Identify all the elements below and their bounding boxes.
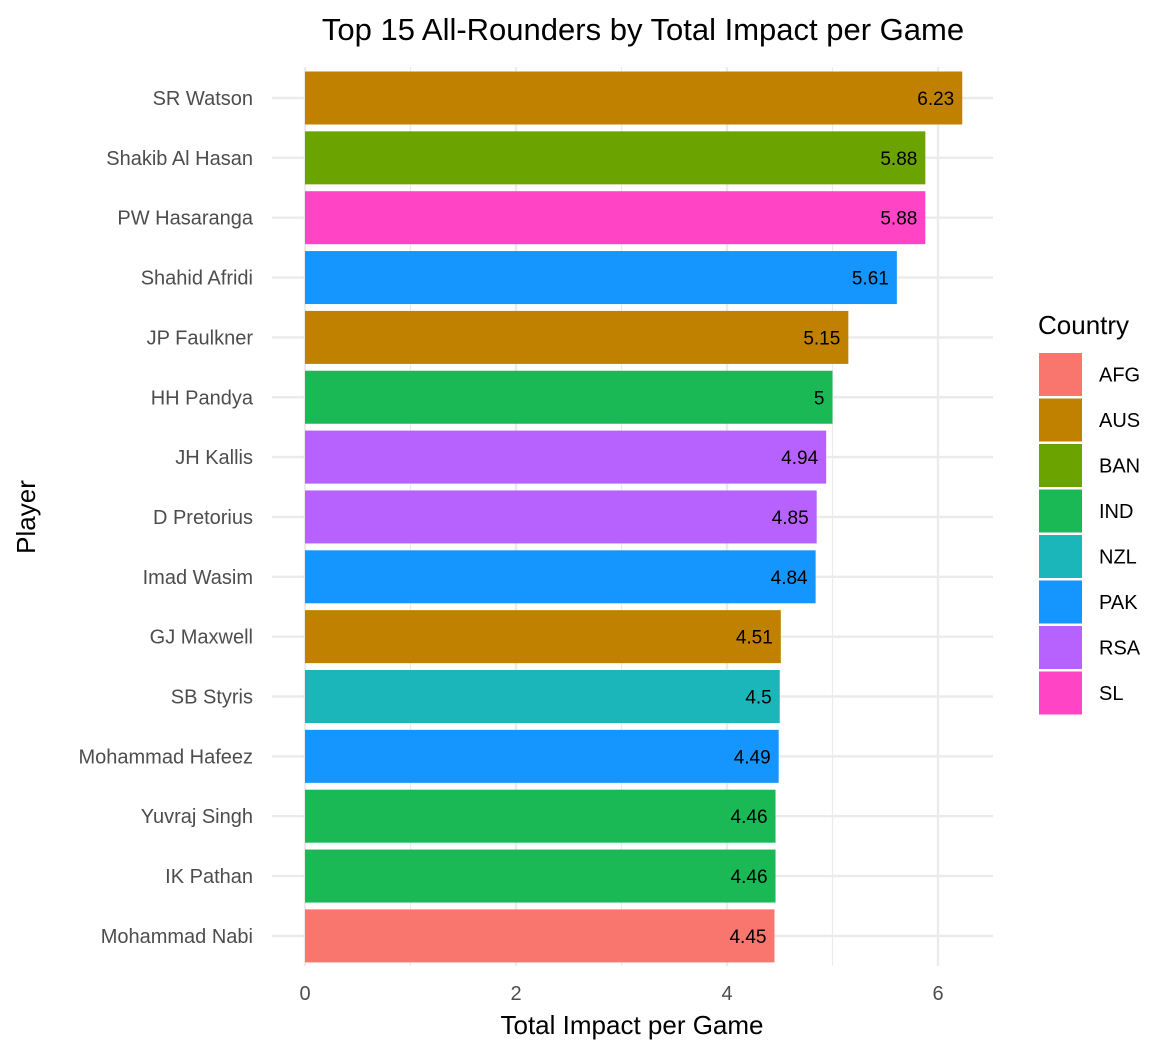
legend-key	[1039, 671, 1082, 715]
y-tick-label: Mohammad Nabi	[101, 926, 253, 948]
bar	[305, 71, 963, 125]
x-tick-label: 4	[721, 983, 732, 1005]
y-axis-title: Player	[11, 480, 41, 554]
y-tick-labels: SR Watson Shakib Al Hasan PW Hasaranga Shah…	[78, 88, 253, 948]
y-tick-label: D Pretorius	[153, 507, 253, 529]
x-tick-label: 0	[299, 983, 310, 1005]
legend-label: PAK	[1099, 592, 1138, 614]
x-tick-label: 6	[932, 983, 943, 1005]
x-tick-label: 2	[510, 983, 521, 1005]
data-label: 4.45	[729, 927, 766, 948]
bar	[305, 310, 849, 364]
x-axis-title: Total Impact per Game	[501, 1010, 764, 1040]
data-label: 4.46	[731, 867, 768, 888]
y-tick-label: Shakib Al Hasan	[106, 148, 253, 170]
y-tick-label: PW Hasaranga	[117, 208, 253, 230]
bar	[305, 670, 780, 723]
bar	[305, 251, 897, 305]
y-tick-label: HH Pandya	[151, 387, 254, 409]
data-label: 4.51	[736, 628, 773, 649]
data-label: 4.94	[781, 448, 818, 469]
data-label: 5.88	[880, 149, 917, 170]
data-label: 5.61	[852, 269, 889, 290]
bar	[305, 370, 833, 424]
data-label: 4.84	[771, 568, 808, 589]
y-tick-label: GJ Maxwell	[150, 627, 253, 649]
y-tick-label: Yuvraj Singh	[141, 806, 253, 828]
legend-key	[1039, 626, 1082, 669]
legend-label: SL	[1099, 683, 1123, 705]
legend-key	[1039, 489, 1082, 533]
legend-label: NZL	[1099, 547, 1137, 569]
y-tick-label: SB Styris	[171, 687, 253, 709]
y-tick-label: JP Faulkner	[147, 327, 254, 349]
legend-key	[1039, 398, 1082, 442]
legend-title: Country	[1038, 310, 1129, 340]
data-label: 5.88	[880, 209, 917, 230]
bar	[305, 490, 817, 544]
y-tick-label: IK Pathan	[165, 866, 253, 888]
legend-label: RSA	[1099, 638, 1141, 660]
legend-label: AFG	[1099, 365, 1140, 387]
y-tick-label: JH Kallis	[175, 447, 253, 469]
bar	[305, 789, 776, 843]
x-tick-labels: 0 2 4 6	[299, 983, 943, 1005]
data-label: 5.15	[803, 328, 840, 349]
bar	[305, 729, 779, 783]
legend-key	[1039, 444, 1082, 487]
legend-key	[1039, 353, 1082, 396]
data-label: 4.46	[731, 807, 768, 828]
chart-title: Top 15 All-Rounders by Total Impact per …	[322, 12, 964, 47]
y-tick-label: Shahid Afridi	[141, 268, 253, 290]
y-tick-label: SR Watson	[153, 88, 253, 110]
legend-label: IND	[1099, 501, 1133, 523]
data-label: 4.85	[772, 508, 809, 529]
bar	[305, 550, 816, 604]
legend-key	[1039, 535, 1082, 578]
legend-key	[1039, 580, 1082, 624]
legend-label: BAN	[1099, 456, 1140, 478]
data-label: 5	[814, 388, 825, 409]
y-tick-label: Imad Wasim	[143, 567, 253, 589]
data-label: 4.5	[745, 688, 771, 709]
data-label: 4.49	[734, 747, 771, 768]
legend: Country AFG AUS BAN IND NZL PAK RSA SL	[1038, 310, 1141, 715]
data-label: 6.23	[917, 89, 954, 110]
bar	[305, 191, 926, 245]
bar	[305, 131, 926, 185]
bar	[305, 610, 781, 664]
bars: 6.23 5.88 5.88 5.61 5.15 5 4.94 4.85 4.84 4.51 4.5…	[305, 71, 963, 963]
legend-label: AUS	[1099, 410, 1140, 432]
y-tick-label: Mohammad Hafeez	[78, 746, 253, 768]
bar	[305, 849, 776, 903]
bar	[305, 430, 827, 484]
bar	[305, 909, 775, 963]
